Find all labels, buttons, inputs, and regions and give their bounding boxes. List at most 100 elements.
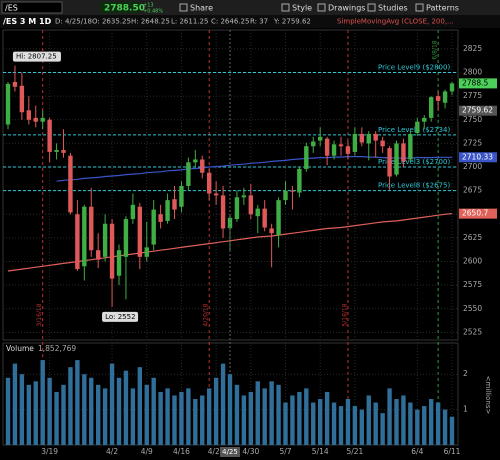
expiry-label: 6/8/18 [432,40,439,59]
volume-bar [144,384,149,445]
volume-bar [158,391,163,445]
volume-bar [186,388,191,445]
y-tick-label: 2600 [463,257,482,266]
toolbar-button[interactable]: Studies [378,4,408,13]
toolbar-icon[interactable] [317,3,326,12]
last-tag: 2788.5 [462,78,488,87]
volume-bar [75,360,80,445]
header-field: H: 2648.25 [131,18,170,26]
candle-body [255,208,260,217]
cursor-box [220,447,240,457]
x-tick-label: 4/30 [242,447,259,456]
candle-body [331,144,337,156]
change: +13 [143,3,154,9]
volume-bar [324,391,330,445]
y-tick-label: 2575 [463,280,482,289]
volume-bar [109,363,115,445]
toolbar-button[interactable]: Style [292,4,312,13]
volume-bar [179,391,184,445]
candle-body [435,96,441,101]
candle-body [123,219,129,257]
volume-bar [130,388,136,445]
candle-body [276,200,281,236]
candle-body [89,206,94,251]
header-field: D: 4/25/18 [55,18,92,26]
candle-body [213,193,219,196]
x-tick-label: 5/7 [279,447,291,456]
last-tag-box [459,78,497,89]
x-tick-label: 4/2 [106,447,118,456]
volume-bar [317,399,323,445]
candle-body [415,121,420,134]
candle-body [47,119,52,152]
candle-body [269,228,274,234]
volume-bar [442,409,448,445]
candle-body [401,143,406,162]
candle-body [12,81,18,87]
volume-bar [304,388,309,445]
candle-body [102,223,108,257]
change-pct: +0.48% [143,9,163,15]
volume-bar [248,391,254,445]
volume-bar [401,395,406,445]
y-tick-label: 2550 [463,304,482,313]
candle-body [82,206,87,267]
toolbar-icon[interactable] [415,3,424,12]
x-tick-label: 5/21 [346,447,363,456]
toolbar-icon[interactable] [179,3,188,12]
volume-bar [283,402,288,445]
volume-bar [255,381,260,445]
volume-bar [213,377,219,445]
candle-body [408,133,413,160]
header-field: O: 2635.25 [92,18,131,26]
volume-bar [26,384,32,445]
candle-body [373,133,378,141]
lo-label: Lo: 2552 [105,313,135,321]
candle-body [290,190,295,192]
volume-bar [394,399,399,445]
volume-bar [12,363,18,445]
volume-bar [366,395,371,445]
candle-body [193,159,198,163]
hi-label: Hi: 2807.25 [16,53,57,61]
volume-bar [276,384,281,445]
volume-bar [331,402,337,445]
toolbar-icon[interactable] [367,3,376,12]
candle-body [158,214,163,222]
candle-body [137,206,143,257]
candle-body [33,117,38,122]
volume-bar [449,416,455,445]
study-label: SimpleMovingAvg (CLOSE, 200,... [337,18,454,26]
volume-bar [54,391,59,445]
toolbar-icon[interactable] [281,3,290,12]
toolbar-button[interactable]: Share [190,4,213,13]
cursor-date: 4/25 [222,448,238,456]
candle-body [359,133,365,143]
toolbar-button[interactable]: Drawings [328,4,365,13]
symbol: /ES [5,4,18,13]
volume-bar [359,409,365,445]
price-level-label: Price Level3 ($2700) [378,158,450,166]
header-field: C: 2646.25 [211,18,249,26]
volume-last: 1,852,769 [38,344,76,353]
symbol-box[interactable] [1,1,63,14]
volume-bar [352,406,358,445]
volume-bar [5,377,11,445]
volume-bar [89,377,94,445]
candle-body [248,195,254,215]
candle-body [317,136,323,141]
candle-body [144,247,149,257]
candle-body [283,190,288,201]
volume-bar [165,388,170,445]
price-level-label: Price Level8 ($2675) [378,182,450,190]
volume-bar [408,402,413,445]
volume-bar [422,406,427,445]
candle-body [345,146,351,154]
candle-body [61,150,66,153]
header-field: L: 2611.25 [171,18,208,26]
candle-body [304,146,309,169]
toolbar-button[interactable]: Patterns [426,4,459,13]
volume-bar [220,363,226,445]
volume-bar [415,409,420,445]
candle-body [338,144,344,147]
